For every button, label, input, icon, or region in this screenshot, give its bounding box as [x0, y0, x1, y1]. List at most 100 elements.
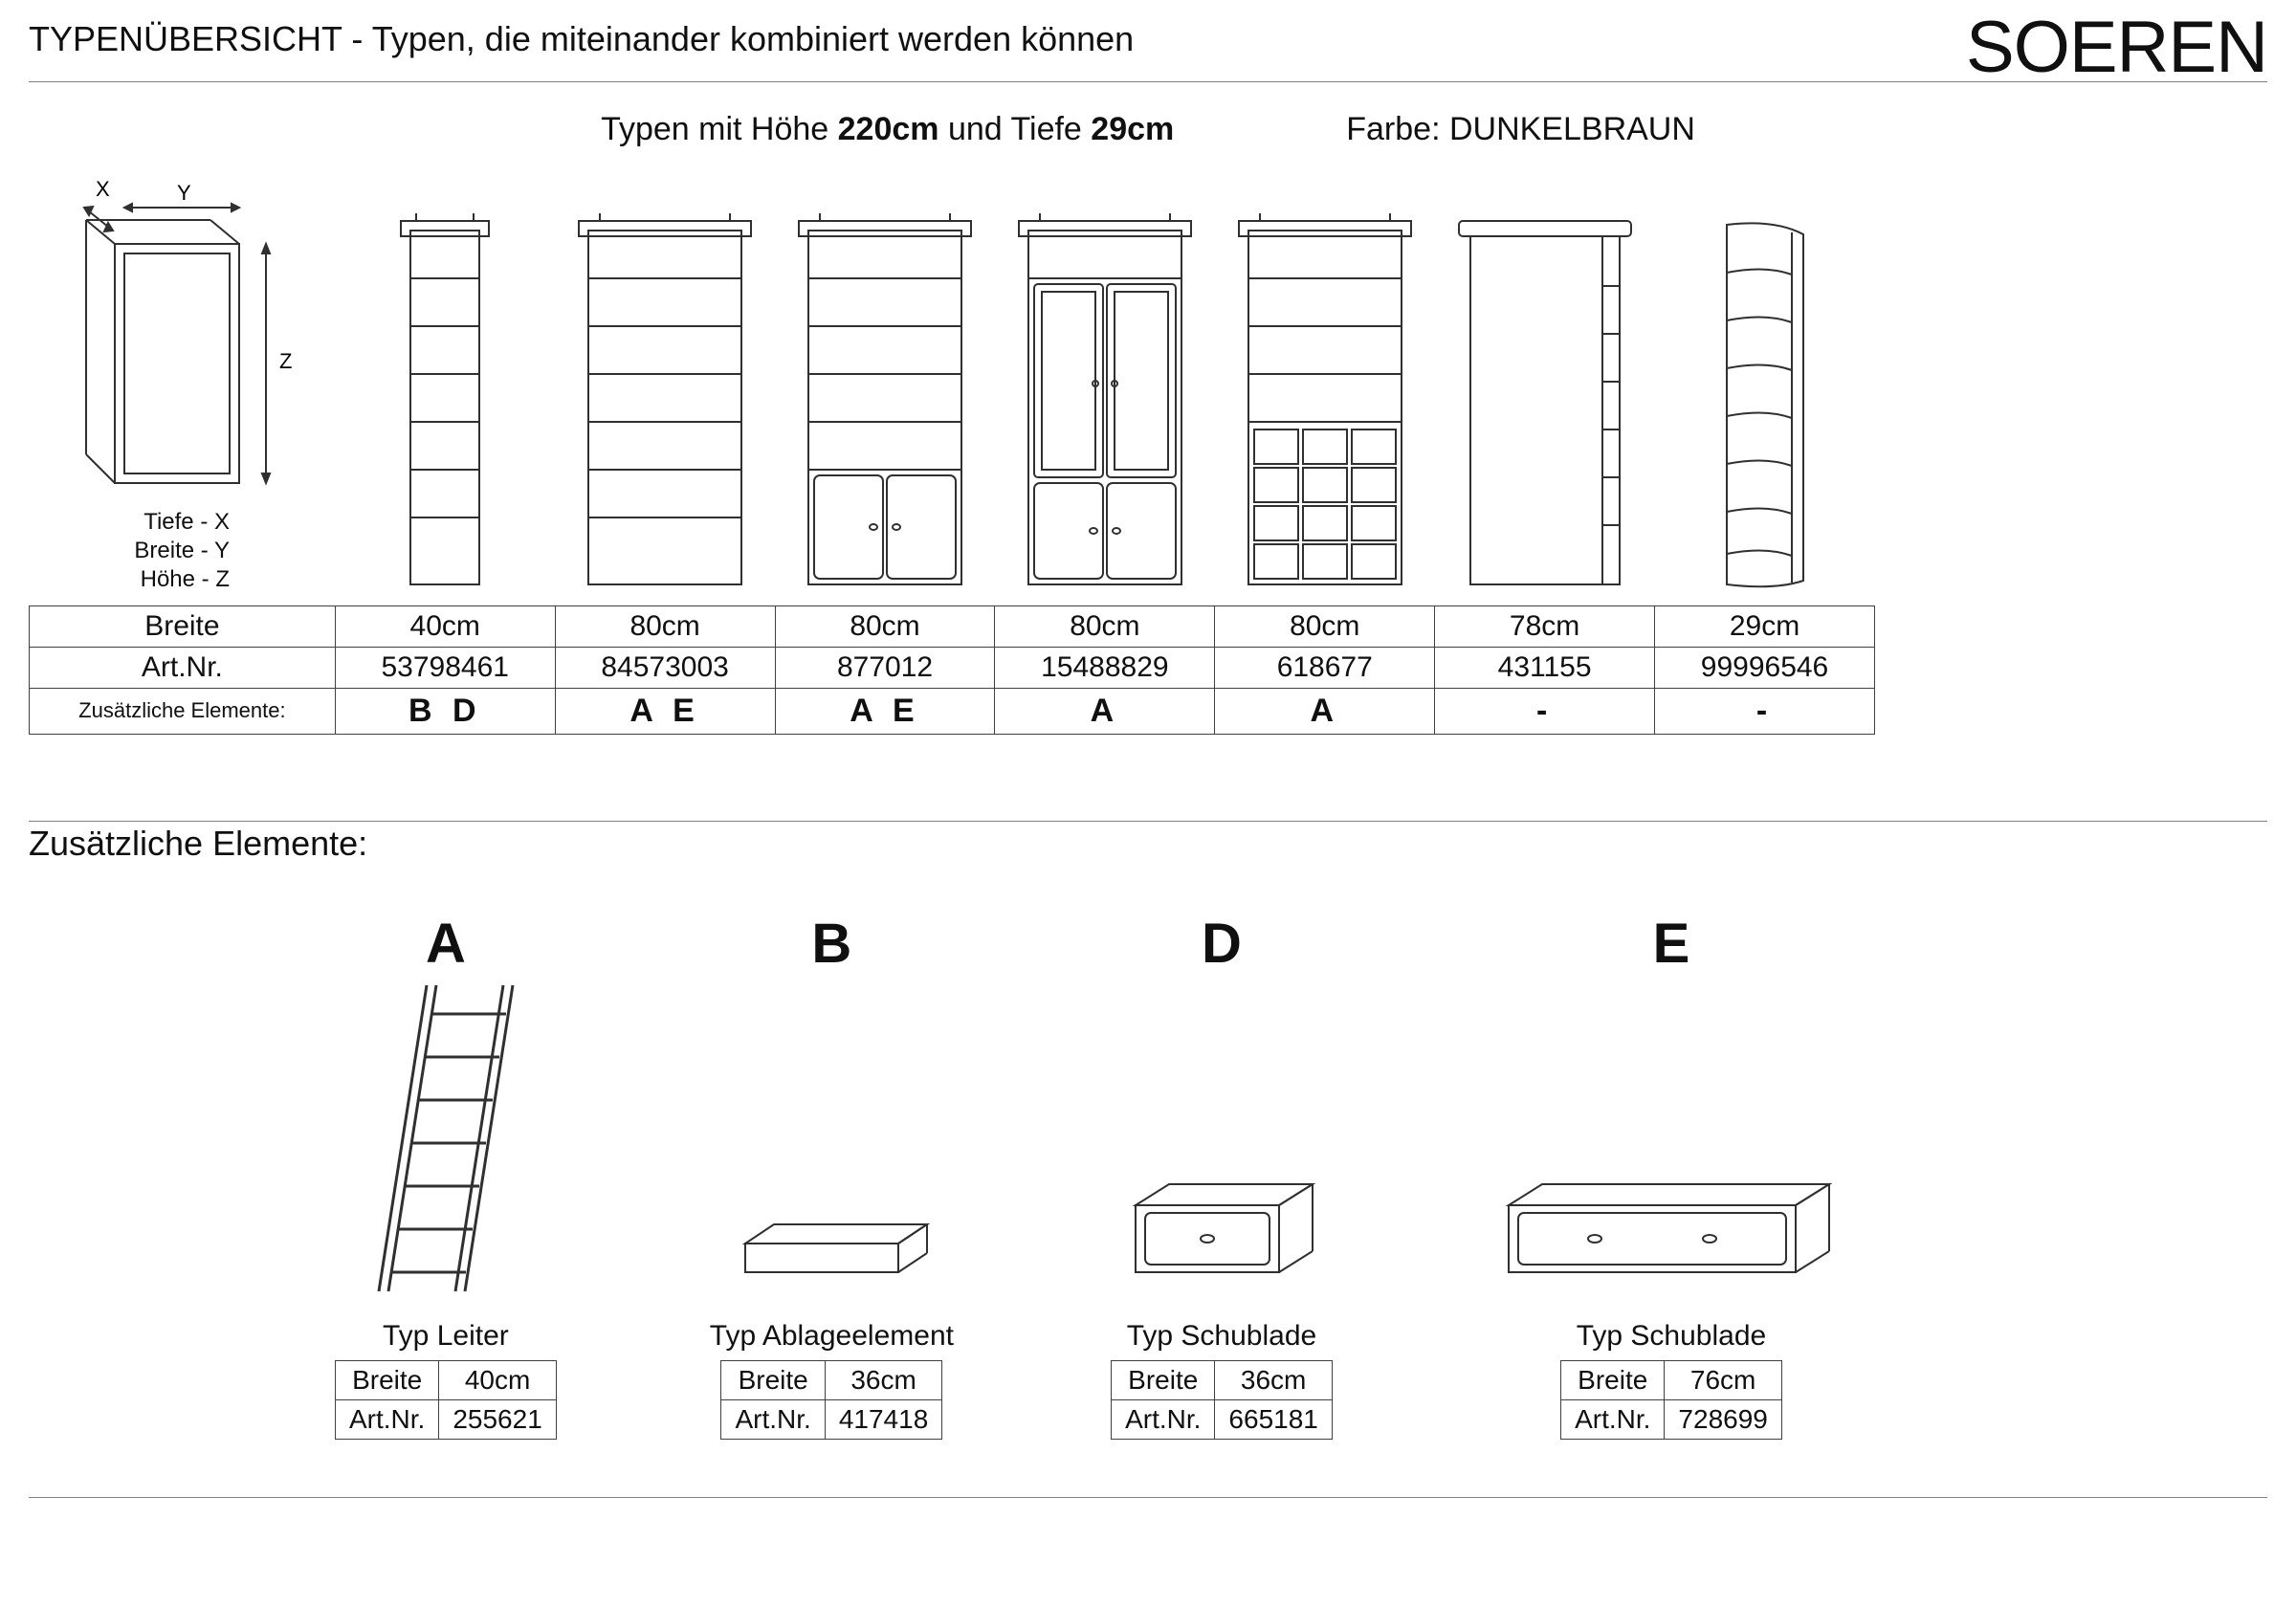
extra-letter: D — [1107, 912, 1336, 976]
shelf-40-open — [335, 211, 555, 594]
main-table: Breite 40cm 80cm 80cm 80cm 80cm 78cm 29c… — [29, 605, 1875, 735]
cell: 728699 — [1665, 1399, 1781, 1439]
drawings-row: X Y Z Tiefe - X Breite - Y Höhe - Z — [29, 177, 2267, 594]
extra-letter: E — [1490, 912, 1853, 976]
extra-d: D Typ Schublade Breite36cm Art.Nr.665181 — [1107, 912, 1336, 1440]
legend-tiefe: Tiefe - X — [134, 508, 230, 537]
row-label-artnr: Art.Nr. — [30, 647, 336, 688]
cell: 29cm — [1655, 605, 1875, 647]
extra-b: B Typ Ablageelement Breite36cm Art.Nr.41… — [710, 912, 954, 1440]
shelf-icon — [1229, 211, 1421, 594]
dim-depth: 29cm — [1091, 111, 1174, 147]
page-header: TYPENÜBERSICHT - Typen, die miteinander … — [29, 19, 2267, 82]
dimension-diagram: X Y Z Tiefe - X Breite - Y Höhe - Z — [29, 177, 335, 594]
cell: Art.Nr. — [1561, 1399, 1665, 1439]
cell: A — [995, 688, 1215, 734]
table-row: Art.Nr. 53798461 84573003 877012 1548882… — [30, 647, 1875, 688]
ladder-icon — [360, 976, 532, 1301]
page-title: TYPENÜBERSICHT - Typen, die miteinander … — [29, 19, 1134, 59]
cell: A E — [555, 688, 775, 734]
sub-header: Typen mit Höhe 220cm und Tiefe 29cm Farb… — [29, 111, 2267, 148]
dim-mid: und Tiefe — [939, 111, 1092, 147]
dim-height: 220cm — [838, 111, 939, 147]
extra-table: Breite36cm Art.Nr.417418 — [720, 1360, 942, 1440]
legend-hoehe: Höhe - Z — [134, 565, 230, 594]
table-row: Zusätzliche Elemente: B D A E A E A A - … — [30, 688, 1875, 734]
footer-divider — [29, 1497, 2267, 1498]
axis-y: Y — [177, 181, 191, 205]
cell: 78cm — [1435, 605, 1655, 647]
extra-a: A Typ Leiter Breite40c — [335, 912, 557, 1440]
cell: 53798461 — [335, 647, 555, 688]
cell: Breite — [721, 1360, 825, 1399]
extra-name: Typ Schublade — [1490, 1320, 1853, 1353]
cell: 618677 — [1215, 647, 1435, 688]
brand-name: SOEREN — [1966, 19, 2267, 77]
cell: 877012 — [775, 647, 995, 688]
dimbox-legend: Tiefe - X Breite - Y Höhe - Z — [134, 508, 335, 594]
cell: Breite — [1112, 1360, 1215, 1399]
extra-table: Breite76cm Art.Nr.728699 — [1560, 1360, 1782, 1440]
tray-icon — [717, 1186, 946, 1301]
extras-row: A Typ Leiter Breite40c — [335, 912, 2267, 1440]
cell: 15488829 — [995, 647, 1215, 688]
shelf-29-corner — [1655, 211, 1875, 594]
cell: 40cm — [335, 605, 555, 647]
shelf-80-open — [555, 211, 775, 594]
cell: A — [1215, 688, 1435, 734]
shelf-icon — [569, 211, 761, 594]
extra-name: Typ Ablageelement — [710, 1320, 954, 1353]
color-value: DUNKELBRAUN — [1449, 111, 1695, 147]
extra-e: E Typ Schublade Breite76cm Art.Nr.728699 — [1490, 912, 1853, 1440]
cell: 417418 — [825, 1399, 941, 1439]
cell: 40cm — [439, 1360, 556, 1399]
cell: - — [1435, 688, 1655, 734]
cell: 431155 — [1435, 647, 1655, 688]
color-label: Farbe: — [1346, 111, 1449, 147]
cell: 36cm — [825, 1360, 941, 1399]
drawer-icon — [1107, 1157, 1336, 1301]
extra-name: Typ Schublade — [1107, 1320, 1336, 1353]
cell: 76cm — [1665, 1360, 1781, 1399]
cell: Art.Nr. — [336, 1399, 439, 1439]
shelf-icon — [1449, 211, 1641, 594]
shelf-icon — [1009, 211, 1201, 594]
cell: 36cm — [1215, 1360, 1332, 1399]
shelf-icon — [1698, 211, 1832, 594]
cell: Breite — [1561, 1360, 1665, 1399]
extra-letter: A — [335, 912, 557, 976]
color-info: Farbe: DUNKELBRAUN — [1346, 111, 1695, 148]
cell: B D — [335, 688, 555, 734]
extra-table: Breite36cm Art.Nr.665181 — [1111, 1360, 1333, 1440]
cell: Art.Nr. — [1112, 1399, 1215, 1439]
drawer-wide-icon — [1490, 1157, 1853, 1301]
row-label-breite: Breite — [30, 605, 336, 647]
cell: 80cm — [775, 605, 995, 647]
axis-x: X — [96, 177, 110, 201]
shelf-78-side — [1435, 211, 1655, 594]
cell: 80cm — [1215, 605, 1435, 647]
cell: 99996546 — [1655, 647, 1875, 688]
shelf-80-drawers — [1215, 211, 1435, 594]
axis-z: Z — [279, 349, 292, 373]
cell: Breite — [336, 1360, 439, 1399]
cell: 665181 — [1215, 1399, 1332, 1439]
extra-name: Typ Leiter — [335, 1320, 557, 1353]
cell: 80cm — [995, 605, 1215, 647]
shelf-80-doors — [775, 211, 995, 594]
shelf-icon — [387, 211, 502, 594]
extra-letter: B — [710, 912, 954, 976]
cell: 84573003 — [555, 647, 775, 688]
extra-table: Breite40cm Art.Nr.255621 — [335, 1360, 557, 1440]
shelf-icon — [789, 211, 981, 594]
cell: A E — [775, 688, 995, 734]
dimension-info: Typen mit Höhe 220cm und Tiefe 29cm — [601, 111, 1174, 148]
cell: Art.Nr. — [721, 1399, 825, 1439]
row-label-extras: Zusätzliche Elemente: — [30, 688, 336, 734]
extras-heading: Zusätzliche Elemente: — [29, 821, 2267, 864]
dimbox-icon: X Y Z — [57, 177, 306, 502]
dim-prefix: Typen mit Höhe — [601, 111, 838, 147]
cell: 255621 — [439, 1399, 556, 1439]
legend-breite: Breite - Y — [134, 537, 230, 565]
table-row: Breite 40cm 80cm 80cm 80cm 80cm 78cm 29c… — [30, 605, 1875, 647]
